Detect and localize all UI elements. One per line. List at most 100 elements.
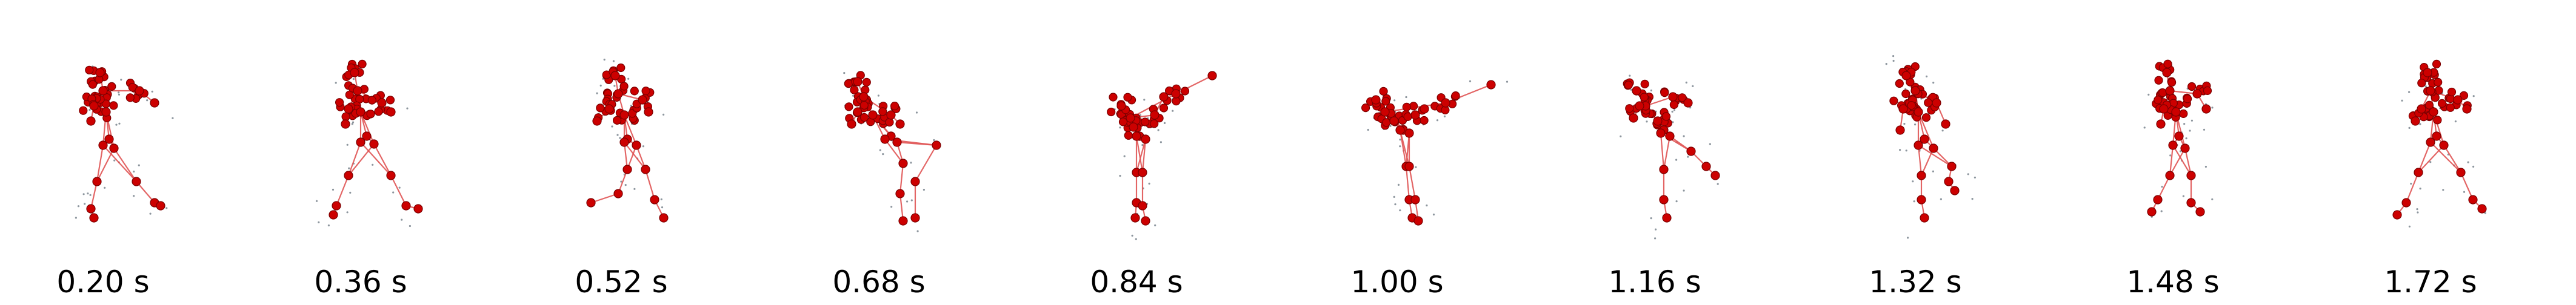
joint-point <box>1653 116 1663 126</box>
marker-point <box>2179 109 2188 118</box>
noise-point <box>89 194 92 196</box>
joint-point <box>362 131 372 141</box>
joint-point <box>353 86 362 96</box>
bone-segment <box>1135 136 1144 173</box>
noise-point <box>1394 203 1396 206</box>
noise-point <box>315 200 318 202</box>
joint-point <box>886 110 896 120</box>
bone-segment <box>2172 145 2192 176</box>
noise-point <box>1160 141 1162 143</box>
joint-point <box>1138 168 1147 177</box>
noise-point <box>1687 156 1689 158</box>
joint-point <box>1116 101 1126 111</box>
noise-point <box>1630 88 1632 91</box>
joint-point <box>641 165 650 174</box>
noise-point <box>1393 195 1395 198</box>
noise-point <box>1940 198 1942 200</box>
noise-point <box>915 111 918 114</box>
noise-point <box>1135 238 1137 240</box>
noise-point <box>1654 237 1657 240</box>
noise-point <box>1629 74 1631 77</box>
noise-point <box>1139 114 1141 116</box>
noise-point <box>630 105 632 107</box>
marker-point <box>2447 87 2457 97</box>
bone-segment <box>390 175 407 206</box>
marker-point <box>2424 100 2434 110</box>
bone-segment <box>1917 145 1923 176</box>
frame-time-label: 0.20 s <box>56 264 150 300</box>
pose-frame <box>75 65 174 223</box>
marker-point <box>1640 79 1649 88</box>
noise-point <box>933 139 935 142</box>
noise-point <box>138 164 140 166</box>
joint-point <box>2168 140 2178 150</box>
noise-point <box>2147 93 2150 96</box>
noise-point <box>2472 165 2475 168</box>
noise-point <box>624 184 627 186</box>
noise-point <box>318 221 320 223</box>
joint-point <box>1420 104 1429 114</box>
joint-point <box>1917 195 1926 205</box>
joint-point <box>892 137 902 147</box>
marker-point <box>1661 112 1671 121</box>
frame-time-label: 0.68 s <box>832 264 926 300</box>
joint-point <box>2439 140 2449 150</box>
noise-point <box>2472 95 2475 97</box>
noise-point <box>1971 198 1974 200</box>
marker-point <box>878 107 887 116</box>
bone-segment <box>1135 139 1147 173</box>
noise-point <box>1683 135 1685 137</box>
noise-point <box>133 170 135 173</box>
joint-point <box>2186 171 2196 180</box>
marker-point <box>862 77 871 87</box>
noise-point <box>1415 166 1417 168</box>
marker-point <box>630 87 639 96</box>
noise-point <box>406 107 409 110</box>
noise-point <box>165 207 168 209</box>
joint-point <box>1413 216 1423 226</box>
noise-point <box>2179 150 2182 152</box>
noise-point <box>662 113 665 116</box>
joint-point <box>1380 107 1390 117</box>
marker-point <box>1921 113 1931 122</box>
joint-point <box>135 86 144 96</box>
joint-point <box>604 104 614 114</box>
bone-segment <box>1399 130 1410 167</box>
joint-point <box>619 110 629 120</box>
joint-point <box>1947 162 1957 171</box>
noise-point <box>1367 128 1369 131</box>
joint-point <box>1686 146 1696 156</box>
noise-point <box>1717 183 1719 185</box>
noise-point <box>146 99 148 102</box>
bone-segment <box>590 192 619 204</box>
marker-point <box>1109 93 1118 102</box>
pose-frame <box>2392 59 2487 228</box>
joint-point <box>868 110 878 120</box>
noise-point <box>151 90 153 93</box>
noise-point <box>113 159 116 162</box>
marker-point <box>109 101 118 110</box>
noise-point <box>2467 161 2469 163</box>
marker-point <box>2163 59 2172 68</box>
noise-point <box>87 192 89 195</box>
joint-point <box>95 68 105 77</box>
marker-point <box>1640 93 1649 102</box>
bone-segment <box>884 139 904 164</box>
noise-point <box>120 79 122 81</box>
noise-point <box>1903 123 1906 125</box>
joint-point <box>1371 95 1381 105</box>
frame-time-label: 0.52 s <box>575 264 668 300</box>
marker-point <box>596 103 605 113</box>
noise-point <box>1399 139 1401 141</box>
bone-segment <box>360 142 392 176</box>
joint-point <box>2429 107 2438 117</box>
pose-frame <box>1620 74 1720 240</box>
marker-point <box>1678 93 1687 102</box>
noise-point <box>172 117 174 119</box>
bone-segment <box>347 142 362 176</box>
marker-point <box>1451 91 1460 100</box>
noise-point <box>2408 91 2411 93</box>
joint-point <box>586 198 596 208</box>
marker-point <box>128 83 137 92</box>
noise-point <box>1683 189 1685 192</box>
